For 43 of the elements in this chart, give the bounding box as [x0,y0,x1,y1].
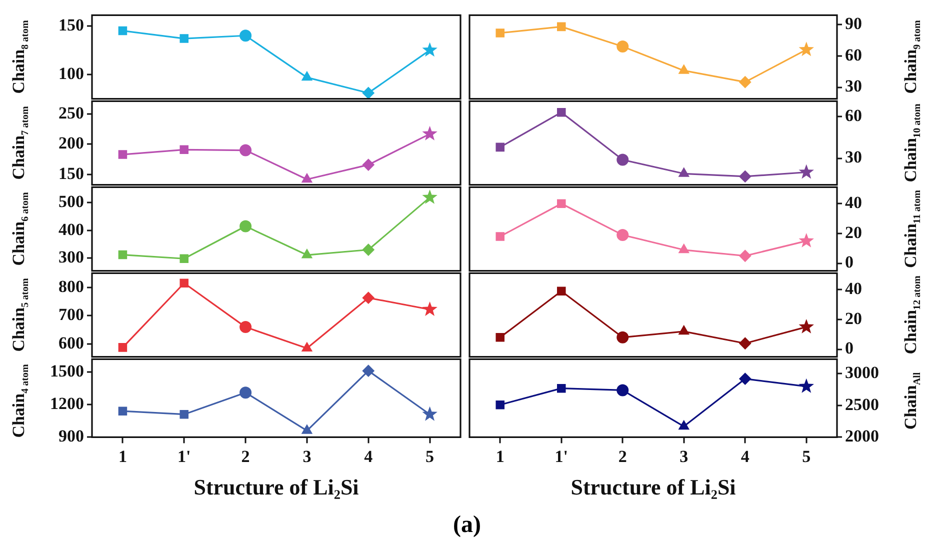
y-tick-label: 600 [58,333,84,352]
x-tick-label: 1 [118,446,127,466]
y-tick-label: 30 [845,76,862,96]
x-tick-label: 1' [554,446,568,466]
y-tick-label: 40 [845,193,862,212]
y-tick-label: 100 [58,64,84,83]
y-tick-label: 2000 [845,426,879,446]
y-tick-label: 500 [58,192,84,212]
y-tick-label: 0 [845,252,854,272]
x-tick-label: 1' [178,446,191,466]
x-axis-title: Structure of Li₂Si [570,474,736,500]
x-tick-label: 2 [618,446,627,466]
y-tick-label: 800 [58,276,84,296]
y-tick-label: 300 [58,247,84,266]
y-tick-label: 20 [845,222,862,242]
x-tick-label: 3 [680,446,688,466]
y-tick-label: 400 [58,220,84,239]
x-axis-title: Structure of Li₂Si [194,474,359,500]
x-tick-label: 1 [496,446,504,466]
x-tick-label: 2 [241,446,250,466]
y-tick-label: 3000 [845,363,879,382]
y-tick-label: 1200 [50,394,84,413]
y-tick-label: 200 [58,134,84,153]
y-tick-label: 250 [58,103,84,122]
y-tick-label: 60 [845,106,862,125]
y-tick-label: 2500 [845,394,879,414]
x-tick-label: 5 [426,446,434,466]
x-tick-label: 5 [802,446,811,466]
x-tick-label: 4 [740,446,750,466]
y-tick-label: 1500 [50,361,84,380]
y-tick-label: 900 [58,426,84,446]
y-tick-label: 0 [845,338,854,358]
y-tick-label: 150 [58,164,84,183]
y-tick-label: 40 [845,279,862,298]
y-tick-label: 20 [845,308,862,328]
y-tick-label: 700 [58,305,84,324]
y-tick-label: 30 [845,148,862,167]
y-tick-label: 90 [845,14,862,33]
x-tick-label: 4 [364,446,374,466]
x-tick-label: 3 [302,446,312,466]
y-tick-label: 150 [58,15,84,34]
y-tick-label: 60 [845,45,862,64]
text: (a) [453,512,481,539]
